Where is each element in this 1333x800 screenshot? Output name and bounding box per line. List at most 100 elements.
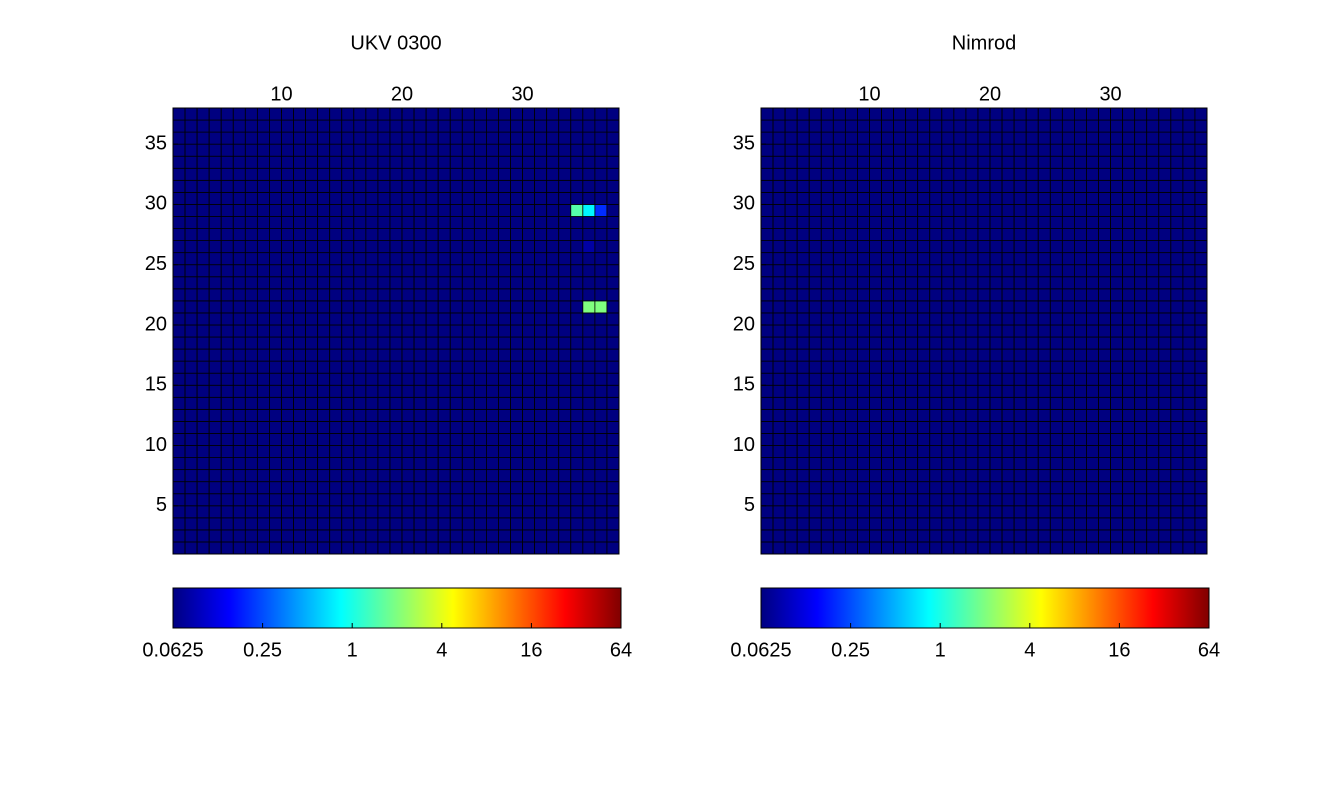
cell xyxy=(1194,348,1208,362)
cell xyxy=(220,228,234,241)
cell xyxy=(977,312,991,326)
cell xyxy=(1146,421,1160,434)
cell xyxy=(317,240,331,254)
cell xyxy=(1025,312,1039,326)
cell xyxy=(582,216,596,229)
cell xyxy=(413,216,427,229)
cell xyxy=(413,276,427,290)
cell xyxy=(232,457,246,471)
cell xyxy=(196,372,210,386)
cell xyxy=(1086,107,1099,121)
cell xyxy=(1025,167,1039,181)
cell xyxy=(184,264,198,278)
cell xyxy=(1098,493,1111,507)
cell xyxy=(582,445,596,458)
cell xyxy=(425,216,439,229)
cell xyxy=(1110,529,1124,543)
cell xyxy=(772,408,786,422)
cell xyxy=(1158,541,1172,555)
cell xyxy=(905,204,919,217)
cell xyxy=(869,300,882,314)
cell xyxy=(1170,457,1184,471)
cell xyxy=(293,348,306,362)
cell xyxy=(425,348,439,362)
cell xyxy=(269,131,282,145)
cell xyxy=(461,312,475,326)
cell xyxy=(1182,336,1196,350)
cell xyxy=(594,155,608,169)
cell xyxy=(256,179,270,193)
cell xyxy=(1194,396,1208,410)
cell xyxy=(365,384,379,398)
cell xyxy=(881,240,894,254)
cell xyxy=(244,384,258,398)
cell xyxy=(1194,131,1208,145)
cell xyxy=(1122,228,1136,241)
cell xyxy=(977,264,991,278)
cell xyxy=(1122,131,1136,145)
cell xyxy=(244,288,258,302)
cell xyxy=(772,228,786,241)
cell xyxy=(1110,167,1124,181)
cell xyxy=(461,360,475,374)
cell xyxy=(1134,228,1148,241)
cell xyxy=(353,360,367,374)
cell xyxy=(1098,421,1111,434)
cell xyxy=(1194,408,1208,422)
cell xyxy=(1061,372,1075,386)
cell xyxy=(1122,493,1136,507)
cell xyxy=(256,252,270,266)
cell xyxy=(941,324,955,338)
cell xyxy=(522,288,536,302)
cell xyxy=(498,541,511,555)
cell xyxy=(546,505,560,519)
cell xyxy=(1037,276,1051,290)
cell xyxy=(510,143,523,157)
cell xyxy=(606,240,620,254)
cell xyxy=(510,469,523,483)
cell xyxy=(808,216,822,229)
cell xyxy=(760,421,774,434)
cell xyxy=(293,336,306,350)
cell xyxy=(522,216,536,229)
cell xyxy=(437,433,451,446)
cell xyxy=(570,360,584,374)
cell xyxy=(534,529,548,543)
cell xyxy=(760,541,774,555)
cell xyxy=(929,155,943,169)
cell xyxy=(606,396,620,410)
cell xyxy=(594,541,608,555)
cell xyxy=(1158,300,1172,314)
cell xyxy=(244,324,258,338)
cell xyxy=(1146,312,1160,326)
cell xyxy=(365,252,379,266)
cell xyxy=(953,433,967,446)
cell xyxy=(546,228,560,241)
cell xyxy=(1013,179,1027,193)
cell xyxy=(1001,240,1015,254)
cell xyxy=(1194,529,1208,543)
cell xyxy=(953,348,967,362)
cell xyxy=(329,541,343,555)
cell xyxy=(184,131,198,145)
cell xyxy=(473,336,487,350)
cell xyxy=(546,469,560,483)
cell xyxy=(293,131,306,145)
cell xyxy=(425,240,439,254)
colorbar-tick-label: 64 xyxy=(610,639,632,661)
cell xyxy=(220,312,234,326)
cell xyxy=(772,505,786,519)
cell xyxy=(1001,107,1015,121)
cell xyxy=(844,143,858,157)
cell xyxy=(1061,433,1075,446)
cell xyxy=(437,204,451,217)
cell xyxy=(413,324,427,338)
cell xyxy=(437,324,451,338)
cell xyxy=(293,167,306,181)
cell xyxy=(510,179,523,193)
cell xyxy=(558,396,572,410)
cell xyxy=(1098,264,1111,278)
cell xyxy=(437,264,451,278)
cell xyxy=(401,517,415,531)
cell xyxy=(796,300,810,314)
